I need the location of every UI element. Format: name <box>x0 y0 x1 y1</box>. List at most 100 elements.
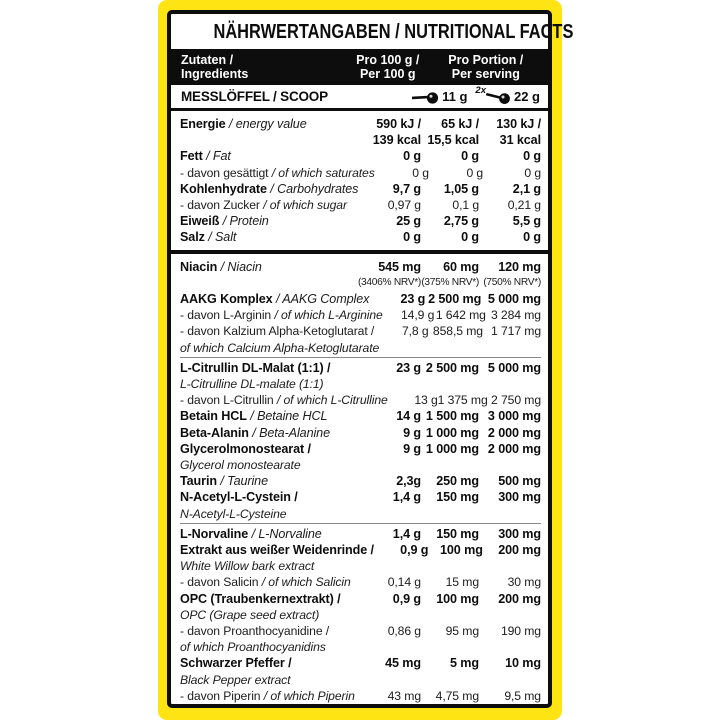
nutrient-value: 300 mg <box>479 489 541 505</box>
nutrient-value: 0,9 g <box>374 542 428 558</box>
nutrient-value-text: 5 mg <box>450 656 479 671</box>
nutrient-name: Glycerol monostearate <box>180 457 541 473</box>
nutrient-name-de: Beta-Alanin <box>180 425 249 440</box>
nutrient-name-en: / energy value <box>225 117 307 131</box>
nutrient-value: 130 kJ / <box>479 116 541 132</box>
nutrient-value: 9,5 mg <box>479 688 541 704</box>
nutrient-value-text: 95 mg <box>445 624 479 639</box>
nutrient-name-de: - davon Proanthocyanidine / <box>180 624 330 639</box>
scoop-label: MESSLÖFFEL / SCOOP <box>181 89 328 104</box>
scoop-row: MESSLÖFFEL / SCOOP 11 g 2x 22 g <box>171 85 548 111</box>
nutrient-name-en: / Fat <box>202 149 231 164</box>
nutrient-value-line2: (750% NRV*) <box>479 275 541 291</box>
nutrient-name-de: Glycerolmonostearat / <box>180 441 311 456</box>
nutrient-value-text: 0,9 g <box>400 543 429 558</box>
nutrient-name: Betain HCL / Betaine HCL <box>180 408 363 424</box>
nutrient-name-en: / of which L-Citrulline <box>273 393 388 408</box>
nutrient-row: Fett / Fat 0 g 0 g 0 g <box>180 148 541 164</box>
nutrient-value-text: 200 mg <box>498 591 541 606</box>
nutrient-value-text: 1 642 mg <box>435 308 486 323</box>
nutrient-value: 545 mg <box>363 259 421 275</box>
nutrient-value: 300 mg <box>479 526 541 542</box>
nutrient-value: 13 g <box>388 392 438 408</box>
nutrient-name: Schwarzer Pfeffer / <box>180 655 363 671</box>
nutrient-name: - davon Salicin / of which Salicin <box>180 574 363 590</box>
nutrient-row: Black Pepper extract <box>180 672 541 688</box>
nutrient-value-text: 120 mg <box>498 259 541 274</box>
nutrient-value-text: 60 mg <box>443 259 479 274</box>
nutrient-row: Betain HCL / Betaine HCL 14 g 1 500 mg 3 00… <box>180 408 541 424</box>
nutrient-value: 45 mg <box>363 655 421 671</box>
nutrient-value-text: 13 g <box>414 393 438 408</box>
nutrient-value: 15 mg <box>421 574 479 590</box>
nutrient-value: 23 g <box>363 360 421 376</box>
nutrient-value-text: 0,86 g <box>387 624 421 639</box>
nutrient-value: 0 g <box>363 148 421 164</box>
nutrient-value-text: 300 mg <box>498 490 541 505</box>
nutrient-name: Energie / energy value <box>180 116 363 132</box>
nutrient-value-text: 5,5 g <box>512 214 541 229</box>
nutrient-value: 5 000 mg <box>481 291 541 307</box>
header-ingredients: Zutaten / Ingredients <box>181 53 248 81</box>
nutrient-name: - davon L-Citrullin / of which L-Citrull… <box>180 392 388 408</box>
nutrient-value-text: 25 g <box>396 214 421 229</box>
nutrient-value: 95 mg <box>421 623 479 639</box>
nutrient-name-en: / Taurine <box>216 474 268 489</box>
nutrient-value: 0,21 g <box>479 197 541 213</box>
scoop-icon <box>485 92 510 104</box>
nutrient-row: Niacin / Niacin 545 mg 60 mg 120 mg <box>180 259 541 275</box>
nutrient-value-text: 2 500 mg <box>428 292 482 306</box>
scoop-icon <box>412 91 439 104</box>
nutrient-name-en: / Beta-Alanine <box>248 425 330 440</box>
nutrient-row: Extrakt aus weißer Weidenrinde / 0,9 g 100… <box>180 542 541 558</box>
nutrient-value-text: 0 g <box>524 165 542 180</box>
nutrient-name: OPC (Grape seed extract) <box>180 607 541 623</box>
nutrient-name-en: OPC (Grape seed extract) <box>180 607 320 622</box>
nutrient-name: L-Norvaline / L-Norvaline <box>180 526 363 542</box>
nutrient-row-second-line: (3406% NRV*) (375% NRV*) (750% NRV*) <box>180 275 541 291</box>
nutrient-row: OPC (Traubenkernextrakt) / 0,9 g 100 mg 200… <box>180 591 541 607</box>
nutrient-value-text: 43 mg <box>387 688 421 703</box>
nutrient-value-line2-text: (3406% NRV*) <box>357 276 421 288</box>
nutrient-row: OPC (Grape seed extract) <box>180 607 541 623</box>
nutrient-row: N-Acetyl-L-Cystein / 1,4 g 150 mg 300 mg <box>180 489 541 505</box>
nutrient-value-text: 858,5 mg <box>432 324 483 339</box>
nutrient-row: Salz / Salt 0 g 0 g 0 g <box>180 229 541 245</box>
nutrient-name: N-Acetyl-L-Cystein / <box>180 489 363 505</box>
nutrient-value: 1 000 mg <box>421 441 479 457</box>
nutrient-value: 7,8 g <box>374 323 429 339</box>
nutrient-value: 0 g <box>421 229 479 245</box>
nutrient-value-text: 0 g <box>523 230 541 245</box>
header-ingredients-de: Zutaten / <box>181 53 234 67</box>
nutrient-row: of which Proanthocyanidins <box>180 639 541 655</box>
nutrition-label: NÄHRWERTANGABEN / NUTRITIONAL FACTS Zuta… <box>167 10 573 708</box>
nutrient-name: - davon Zucker / of which sugar <box>180 197 363 213</box>
nutrient-name-en: / of which saturates <box>268 165 375 180</box>
nutrient-value: 100 mg <box>421 591 479 607</box>
nutrient-value: 9 g <box>363 425 421 441</box>
nutrient-value-line2-text: (375% NRV*) <box>421 276 479 288</box>
section-divider-thick <box>171 249 548 254</box>
nutrient-value-text: 1 000 mg <box>425 425 479 440</box>
nutrient-value-text: 5 000 mg <box>487 292 542 306</box>
nutrient-value: 500 mg <box>479 473 541 489</box>
nutrient-name-en: of which Calcium Alpha-Ketoglutarate <box>180 340 380 355</box>
nutrient-name-en: N-Acetyl-L-Cysteine <box>180 506 287 521</box>
nutrient-name-en: of which Proanthocyanidins <box>180 640 326 655</box>
nutrient-name-de: Extrakt aus weißer Weidenrinde / <box>180 543 374 558</box>
nutrient-row: - davon Kalzium Alpha-Ketoglutarat / 7,8 … <box>180 323 541 339</box>
nutrient-value-text: 7,8 g <box>401 324 429 339</box>
nutrient-row: - davon Zucker / of which sugar 0,97 g 0,1… <box>180 197 541 213</box>
nutrient-row: L-Citrulline DL-malate (1:1) <box>180 376 541 392</box>
nutrient-value: 2 000 mg <box>479 425 541 441</box>
nutrient-value: 0 g <box>479 148 541 164</box>
nutrient-row: White Willow bark extract <box>180 558 541 574</box>
nutrient-row: Beta-Alanin / Beta-Alanine 9 g 1 000 mg 2 0… <box>180 425 541 441</box>
nutrient-name-de: Kohlenhydrate <box>180 181 267 196</box>
nutrient-row: Glycerol monostearate <box>180 457 541 473</box>
nutrient-value-text: 45 mg <box>385 656 421 671</box>
nutrient-name: Glycerolmonostearat / <box>180 441 363 457</box>
nutrient-value: 3 000 mg <box>479 408 541 424</box>
nutrient-value-line2: 31 kcal <box>479 132 541 148</box>
nutrient-row: - davon L-Citrullin / of which L-Citrull… <box>180 392 541 408</box>
